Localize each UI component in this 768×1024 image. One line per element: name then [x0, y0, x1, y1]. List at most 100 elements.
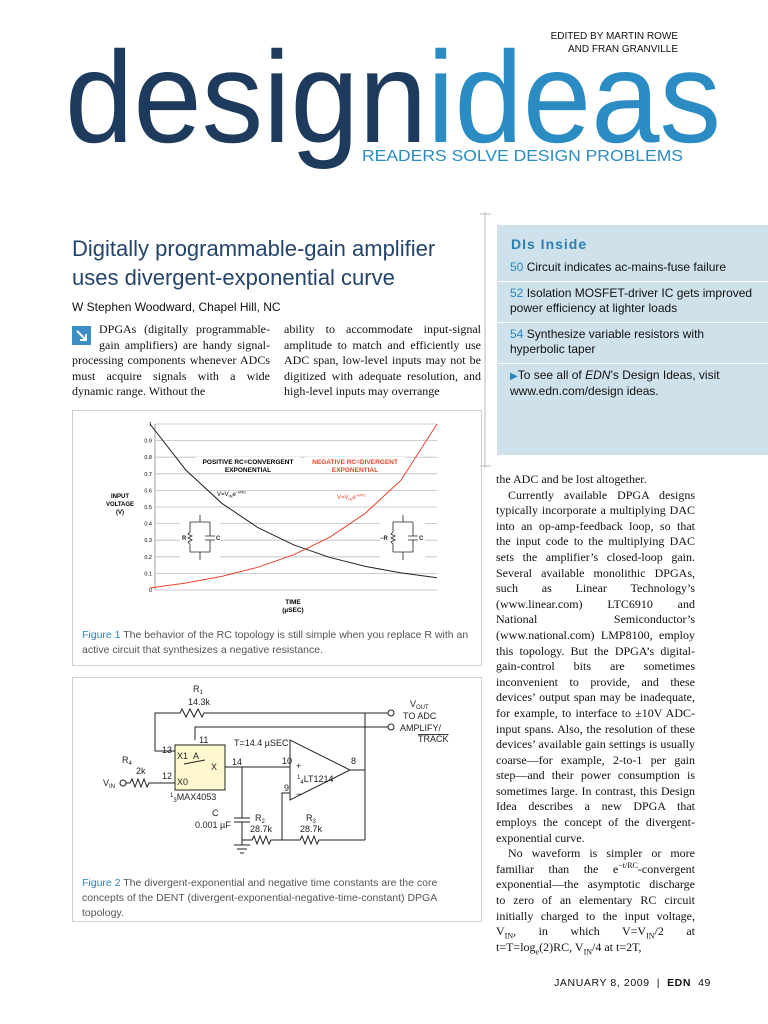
footer: JANUARY 8, 2009 | EDN 49 — [554, 977, 711, 989]
vout-label: VOUT — [410, 699, 429, 711]
part-label: 14LT1214 — [297, 774, 334, 786]
item-text: Circuit indicates ac-mains-fuse failure — [523, 260, 727, 274]
y-tick-label: 0.9 — [144, 439, 152, 445]
eq-sub: IN — [229, 494, 233, 499]
convergent-curve — [149, 423, 438, 579]
editor-line: EDITED BY MARTIN ROWE — [550, 31, 678, 42]
text: /2 at t=T=log — [496, 924, 695, 954]
part-label: C — [212, 808, 219, 818]
figure-1-chart: INPUT VOLTAGE (V) TIME (µSEC) 10.90.80.7… — [106, 422, 438, 614]
editor-line: AND FRAN GRANVILLE — [567, 44, 678, 55]
figure-2 — [72, 677, 482, 922]
circuit-r: R — [182, 536, 187, 542]
paragraph: the ADC and be lost altogether. — [496, 472, 647, 486]
caption-text: The behavior of the RC topology is still… — [82, 629, 469, 656]
part-value: 0.001 µF — [195, 820, 231, 830]
more-text: ’s Design Ideas, visit www.edn.com/desig… — [510, 368, 720, 398]
ref-sub: 2 — [262, 819, 266, 825]
y-tick-label: 0.5 — [144, 505, 152, 511]
caption-text: The divergent-exponential and negative t… — [82, 877, 438, 919]
y-tick-label: 0.7 — [144, 472, 152, 478]
paragraph: ability to accommodate input-signal ampl… — [284, 322, 481, 399]
wires — [119, 707, 395, 854]
article-title: Digitally programmable-gain amplifier us… — [72, 234, 435, 292]
label-line: VOLTAGE — [106, 502, 134, 508]
paragraph: No waveform is simpler or more familiar … — [496, 846, 695, 955]
label-line: EXPONENTIAL — [332, 467, 378, 474]
figure-2-caption: Figure 2 The divergent-exponential and n… — [82, 876, 474, 921]
part-label: R3 — [306, 813, 317, 825]
sign: − — [296, 789, 301, 799]
part-value: 2k — [136, 766, 146, 776]
figure-2-schematic: R1 14.3k VOUT TO ADC AMPLIFY/ TRACK T=14… — [103, 684, 449, 854]
ref-sub: 3 — [313, 819, 317, 825]
part-name: LT1214 — [304, 774, 334, 784]
text: No waveform is simpler or more familiar … — [496, 846, 695, 876]
switch-label: X0 — [177, 777, 188, 787]
y-tick-label: 0.6 — [144, 488, 152, 494]
control-label: AMPLIFY/ — [400, 723, 442, 733]
column-2: ability to accommodate input-signal ampl… — [284, 322, 481, 400]
part-label: 13MAX4053 — [170, 792, 216, 804]
ref-sub: OUT — [416, 705, 429, 711]
paragraph: Currently available DPGA designs typical… — [496, 487, 695, 845]
editors: EDITED BY MARTIN ROWE AND FRAN GRANVILLE — [551, 30, 678, 56]
part-label: R4 — [122, 755, 133, 767]
superscript: −t/RC — [618, 860, 638, 870]
sidebar-heading: DIs Inside — [511, 236, 588, 252]
ref: R — [122, 755, 129, 765]
ref: R — [193, 684, 200, 694]
ref-sub: IN — [109, 784, 115, 790]
more-magazine: EDN — [585, 368, 611, 382]
ref-sub: 4 — [129, 761, 133, 767]
masthead: designideas READERS SOLVE DESIGN PROBLEM… — [65, 24, 721, 170]
logo: designideas — [65, 24, 721, 170]
eq: e — [233, 492, 237, 498]
label-line: EXPONENTIAL — [225, 467, 271, 474]
negative-equation: V=VINe+t/RC — [337, 493, 366, 502]
part-value: 28.7k — [250, 824, 273, 834]
item-text: Synthesize variable resistors with hyper… — [510, 327, 705, 356]
ref: V — [103, 778, 109, 788]
start-icon — [72, 326, 91, 345]
sidebar: DIs Inside 50 Circuit indicates ac-mains… — [497, 225, 768, 455]
eq: V=V — [337, 495, 349, 501]
y-tick-label: 0.8 — [144, 455, 152, 461]
fraction: 1 — [170, 793, 174, 799]
y-tick-label: 0.3 — [144, 538, 152, 544]
y-tick-label: 0.1 — [144, 571, 152, 577]
eq-sup: +t/RC — [356, 493, 366, 498]
footer-date: JANUARY 8, 2009 — [554, 977, 650, 989]
switch-label: X — [211, 762, 217, 772]
item-page: 52 — [510, 286, 524, 300]
positive-equation: V=VINe−t/RC — [217, 490, 246, 499]
y-axis-label: INPUT VOLTAGE (V) — [106, 494, 134, 516]
pin: 13 — [162, 745, 172, 755]
ref: V — [410, 699, 416, 709]
pin: 10 — [282, 756, 292, 766]
more-text: To see all of — [517, 368, 586, 382]
text: , in which V=V — [513, 924, 647, 939]
vin-label: VIN — [103, 778, 115, 790]
fraction: 4 — [300, 780, 304, 786]
subscript: IN — [583, 947, 593, 957]
sidebar-more: ▶To see all of EDN’s Design Ideas, visit… — [497, 368, 768, 399]
byline: W Stephen Woodward, Chapel Hill, NC — [72, 300, 281, 314]
text: /4 at t=2T, — [592, 939, 642, 954]
subscript: IN — [646, 931, 655, 941]
fraction: 1 — [297, 775, 301, 781]
subscript: e — [535, 947, 540, 957]
text: -convergent exponential—the asymptotic d… — [496, 861, 695, 939]
negative-label: NEGATIVE RC=DIVERGENT EXPONENTIAL — [305, 457, 405, 474]
label-line: INPUT — [111, 494, 129, 500]
figure-label: Figure 1 — [82, 629, 121, 641]
right-circuit: −R C — [380, 512, 425, 564]
figure-1-caption: Figure 1 The behavior of the RC topology… — [82, 628, 472, 658]
title-line: Digitally programmable-gain amplifier — [72, 236, 436, 261]
item-page: 50 — [510, 260, 524, 274]
title-line: uses divergent-exponential curve — [72, 265, 395, 290]
part-label: R2 — [255, 813, 266, 825]
sidebar-item: 50 Circuit indicates ac-mains-fuse failu… — [497, 260, 768, 282]
switch-label: A — [193, 751, 199, 761]
